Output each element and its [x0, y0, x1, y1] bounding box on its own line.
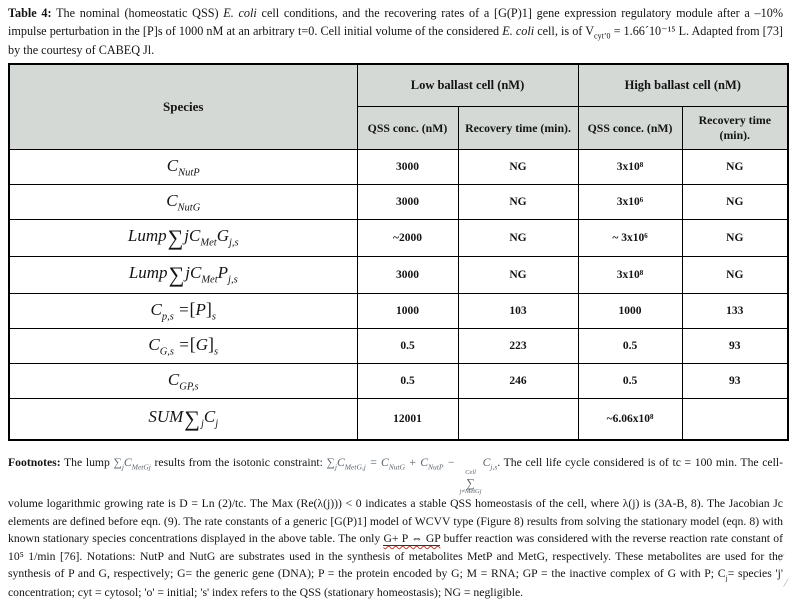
low-qss-value: 0.5 — [356, 363, 459, 400]
buffer-reaction-underlined: G+ P ⇔ GP — [383, 532, 441, 547]
scan-artifact-mark: / — [782, 574, 790, 591]
species-formula-cnutp: CNutP — [8, 149, 358, 186]
table-row: CNutG 3000 NG 3x10⁶ NG — [8, 184, 789, 221]
footnote-text: . The cell life cycle considered is of t… — [8, 456, 783, 546]
table-row: CNutP 3000 NG 3x10⁸ NG — [8, 149, 789, 186]
high-recovery-value — [681, 398, 789, 441]
low-qss-value: 3000 — [356, 256, 459, 295]
high-qss-value: 0.5 — [577, 328, 683, 365]
caption-text: cell conditions, and the recovering rate… — [8, 6, 783, 38]
header-row-subcolumns: QSS conc. (nM) Recovery time (min). QSS … — [9, 106, 789, 151]
low-qss-value: 3000 — [356, 149, 459, 186]
low-recovery-value: 246 — [457, 363, 579, 400]
low-qss-value: 12001 — [356, 398, 459, 441]
caption-text: = 1.66´10⁻¹⁵ L. Adapted from [73] by the… — [8, 23, 783, 58]
table-row: Lump∑jCMetGj,s ~2000 NG ~ 3x10⁶ NG — [8, 219, 789, 258]
high-recovery-value: NG — [681, 219, 789, 258]
high-recovery-value: 93 — [681, 328, 789, 365]
low-qss-value: 0.5 — [356, 328, 459, 365]
header-row-groups: Species Low ballast cell (nM) High balla… — [8, 63, 789, 151]
low-qss-value: 1000 — [356, 293, 459, 330]
species-formula-cnutg: CNutG — [8, 184, 358, 221]
footnote-text: results from the isotonic constraint: — [150, 456, 327, 470]
caption-text: The nominal (homeostatic QSS) — [51, 6, 224, 20]
lump-inline-formula: ∑jCMetGj — [113, 456, 151, 472]
col-header-low-recovery: Recovery time (min). — [457, 106, 579, 151]
stacked-sigma: Cell ∑ j≠MetGj — [459, 469, 482, 495]
low-recovery-value: 103 — [457, 293, 579, 330]
table-row: CGP,s 0.5 246 0.5 93 — [8, 363, 789, 400]
table-row: SUM∑jCj 12001 ~6.06x10⁸ — [8, 398, 789, 441]
species-formula-lump-metp: Lump∑jCMetPj,s — [8, 256, 358, 295]
table-caption: Table 4: The nominal (homeostatic QSS) E… — [8, 5, 783, 60]
low-recovery-value: NG — [457, 219, 579, 258]
low-qss-value: ~2000 — [356, 219, 459, 258]
table-row: Lump∑jCMetPj,s 3000 NG 3x10⁸ NG — [8, 256, 789, 295]
high-recovery-value: 93 — [681, 363, 789, 400]
high-qss-value: 0.5 — [577, 363, 683, 400]
high-qss-value: ~ 3x10⁶ — [577, 219, 683, 258]
footnote-text: buffer reaction was considered with the … — [8, 532, 783, 581]
low-recovery-value: 223 — [457, 328, 579, 365]
species-formula-cgp: CGP,s — [8, 363, 358, 400]
species-formula-cg: CG,s =[G]s — [8, 328, 358, 365]
species-formula-cp: Cp,s =[P]s — [8, 293, 358, 330]
low-recovery-value: NG — [457, 256, 579, 295]
high-qss-value: 3x10⁸ — [577, 149, 683, 186]
col-header-high-qss: QSS conce. (nM) — [577, 106, 683, 151]
footnotes-label: Footnotes: — [8, 456, 61, 470]
high-qss-value: 3x10⁸ — [577, 256, 683, 295]
low-recovery-value — [457, 398, 579, 441]
high-recovery-value: 133 — [681, 293, 789, 330]
low-recovery-value: NG — [457, 184, 579, 221]
species-formula-lump-metg: Lump∑jCMetGj,s — [8, 219, 358, 258]
low-recovery-value: NG — [457, 149, 579, 186]
isotonic-constraint-formula: ∑jCMetG,j = CNutG + CNutP − Cell ∑ j≠MetGj… — [326, 456, 498, 495]
species-formula-sum: SUM∑jCj — [8, 398, 358, 441]
high-qss-value: 1000 — [577, 293, 683, 330]
cj-subscript: j — [725, 573, 728, 583]
col-header-low-ballast: Low ballast cell (nM) — [356, 63, 579, 108]
col-header-species: Species — [8, 63, 358, 151]
high-recovery-value: NG — [681, 256, 789, 295]
low-qss-value: 3000 — [356, 184, 459, 221]
caption-label: Table 4: — [8, 6, 52, 20]
footnotes: Footnotes: The lump ∑jCMetGj results fro… — [8, 454, 783, 601]
high-qss-value: ~6.06x10⁸ — [577, 398, 683, 441]
table-row: CG,s =[G]s 0.5 223 0.5 93 — [8, 328, 789, 365]
volume-subscript: cyt’0 — [594, 31, 611, 41]
caption-text: cell, is of V — [534, 23, 595, 38]
col-header-high-ballast: High ballast cell (nM) — [577, 63, 789, 108]
species-name-italic: E. coli — [223, 6, 257, 20]
col-header-high-recovery: Recovery time (min). — [681, 106, 789, 151]
high-recovery-value: NG — [681, 149, 789, 186]
species-name-italic: E. coli — [502, 23, 535, 38]
footnote-text: The lump — [60, 456, 114, 470]
col-header-low-qss: QSS conc. (nM) — [356, 106, 459, 151]
high-recovery-value: NG — [681, 184, 789, 221]
table-row: Cp,s =[P]s 1000 103 1000 133 — [8, 293, 789, 330]
high-qss-value: 3x10⁶ — [577, 184, 683, 221]
results-table: Species Low ballast cell (nM) High balla… — [8, 63, 790, 442]
